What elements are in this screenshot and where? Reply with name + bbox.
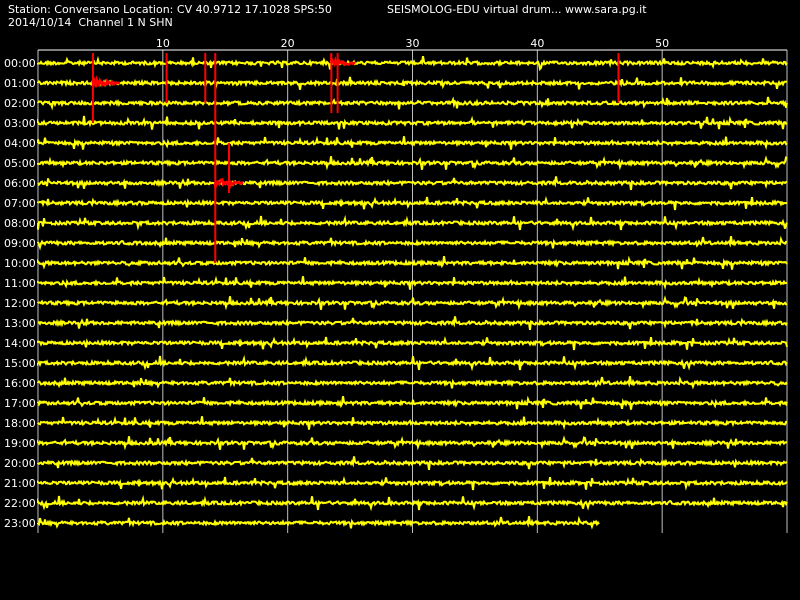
row-time-label: 09:00 [4,237,36,250]
trace-line [37,375,788,390]
row-time-label: 20:00 [4,457,36,470]
trace-line [37,115,788,130]
row-time-labels: 00:00 01:00 02:00 03:00 04:00 05:00 06:00 07:00… [4,57,36,530]
x-tick-label: 30 [406,37,420,50]
x-tick-label: 10 [156,37,170,50]
row-time-label: 05:00 [4,157,36,170]
trace-line [37,515,600,530]
row-time-label: 00:00 [4,57,36,70]
event-burst [330,53,356,68]
x-tick-label: 20 [281,37,295,50]
trace-lines [37,55,788,530]
trace-line [37,336,788,351]
trace-line [37,435,788,451]
row-time-label: 13:00 [4,317,36,330]
row-time-label: 02:00 [4,97,36,110]
trace-line [37,155,788,171]
event-burst [214,176,244,190]
row-time-label: 14:00 [4,337,36,350]
grid-lines [37,49,788,533]
row-time-label: 17:00 [4,397,36,410]
row-time-label: 03:00 [4,117,36,130]
trace-line [37,255,788,270]
trace-line [37,275,788,291]
trace-line [37,494,788,512]
row-time-label: 01:00 [4,77,36,90]
trace-line [37,135,788,151]
trace-line [37,316,788,331]
x-tick-label: 50 [655,37,669,50]
x-tick-label: 40 [530,37,544,50]
row-time-label: 23:00 [4,517,36,530]
row-time-label: 12:00 [4,297,36,310]
row-time-label: 07:00 [4,197,36,210]
trace-line [37,196,788,211]
trace-line [37,456,788,471]
x-tick-labels: 10 20 30 40 50 [156,37,669,50]
date-channel-info: 2014/10/14 Channel 1 N SHN [8,16,173,29]
row-time-label: 10:00 [4,257,36,270]
event-burst [91,75,120,89]
trace-line [37,176,788,191]
row-time-label: 18:00 [4,417,36,430]
trace-line [37,235,788,251]
trace-line [37,214,788,232]
row-time-label: 04:00 [4,137,36,150]
row-time-label: 19:00 [4,437,36,450]
trace-line [37,96,788,111]
trace-line [37,354,788,372]
row-time-label: 06:00 [4,177,36,190]
trace-line [37,395,788,410]
trace-line [37,476,788,491]
trace-line [37,76,788,90]
trace-line [37,415,788,431]
brand-info: SEISMOLOG-EDU virtual drum... www.sara.p… [387,3,647,16]
row-time-label: 16:00 [4,377,36,390]
trace-line [37,295,787,311]
row-time-label: 22:00 [4,497,36,510]
row-time-label: 11:00 [4,277,36,290]
trace-line [37,55,788,72]
row-time-label: 15:00 [4,357,36,370]
station-info: Station: Conversano Location: CV 40.9712… [8,3,332,16]
event-markers [91,53,620,263]
row-time-label: 21:00 [4,477,36,490]
row-time-label: 08:00 [4,217,36,230]
